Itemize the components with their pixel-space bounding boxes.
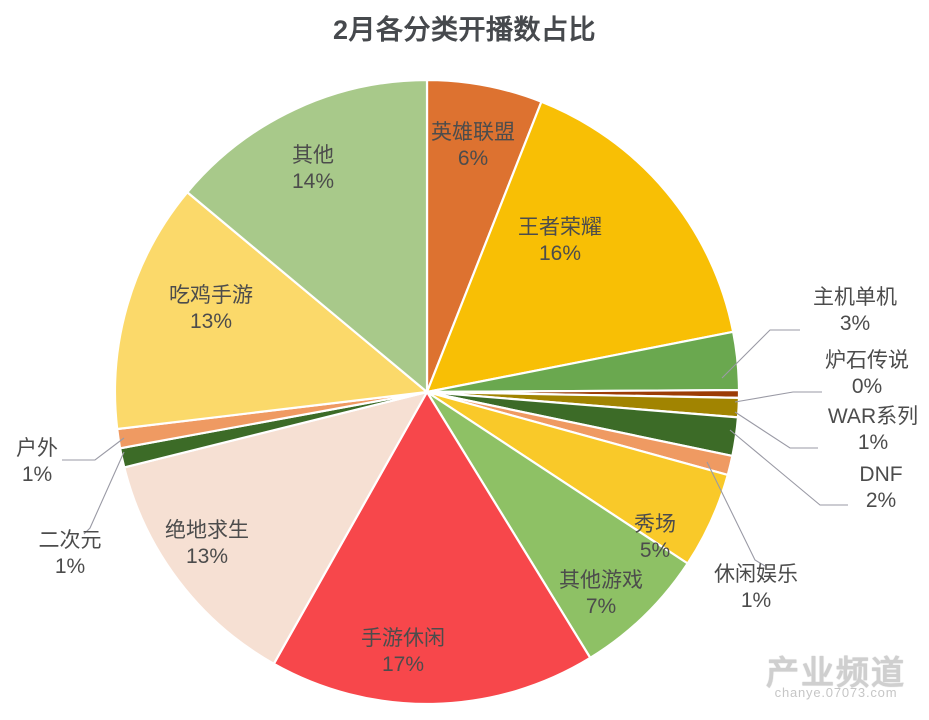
leader-line-dnf: [729, 429, 848, 506]
pie-slice: [425, 100, 735, 394]
pie-slice: [272, 390, 592, 706]
pie-slice: [186, 78, 429, 394]
leader-line-casual: [706, 461, 766, 567]
pie-slice: [113, 191, 429, 431]
pie-slices: [113, 78, 741, 706]
chart-title: 2月各分类开播数占比: [332, 15, 597, 45]
leader-line-acg: [83, 451, 125, 535]
pie-slice: [123, 390, 429, 665]
leader-line-hearthstone: [734, 391, 822, 403]
leader-line-outdoor: [62, 437, 125, 461]
leader-lines: [62, 329, 848, 567]
leader-line-war: [734, 411, 818, 449]
pie-slice: [425, 390, 689, 659]
leader-line-console: [721, 329, 800, 379]
